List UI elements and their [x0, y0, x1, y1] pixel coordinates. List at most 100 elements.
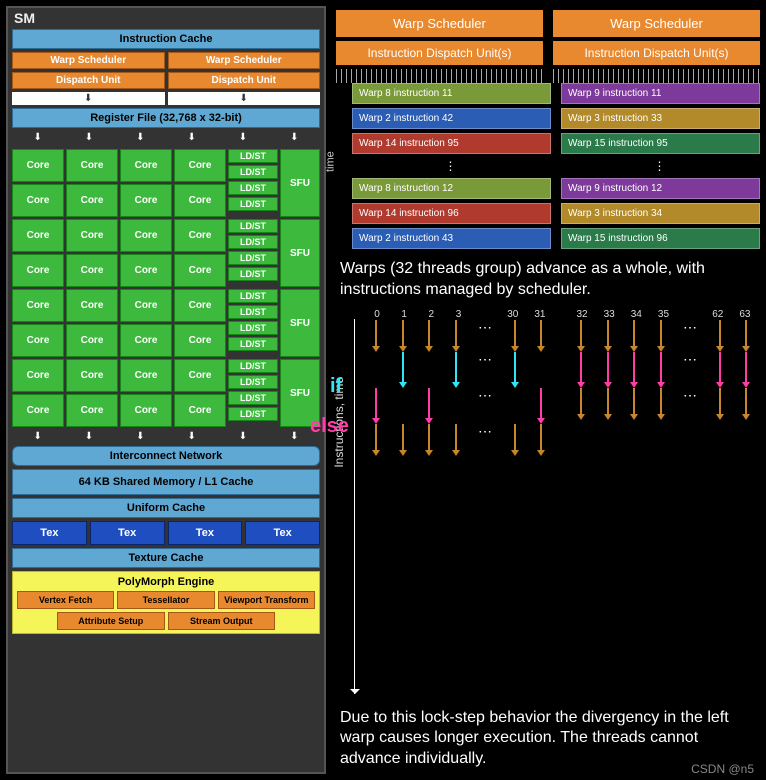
core-cell: Core: [12, 219, 64, 252]
core-cell: Core: [120, 359, 172, 392]
arrow-icon: ⬇: [168, 92, 321, 105]
ellipsis: ⋯: [681, 352, 699, 388]
warp-scheduler-diagram: Warp Scheduler Instruction Dispatch Unit…: [336, 10, 760, 83]
instruction-bar: Warp 15 instruction 95: [561, 133, 760, 154]
core-cell: Core: [66, 219, 118, 252]
instruction-bar: Warp 2 instruction 42: [352, 108, 551, 129]
thread-arrow: [423, 424, 435, 456]
ldst-cell: LD/ST: [228, 219, 278, 233]
ldst-cell: LD/ST: [228, 321, 278, 335]
time-axis: [354, 319, 355, 694]
instruction-bar: Warp 14 instruction 96: [352, 203, 551, 224]
polymorph-engine: PolyMorph Engine Vertex Fetch Tessellato…: [12, 571, 320, 634]
arrow-icon: ⬇: [217, 430, 268, 443]
instruction-stream: time Warp 8 instruction 11Warp 2 instruc…: [336, 83, 760, 249]
thread-arrow: [628, 352, 640, 388]
core-cell: Core: [66, 289, 118, 322]
wsched-dispatch: Instruction Dispatch Unit(s): [553, 41, 760, 65]
polymorph-title: PolyMorph Engine: [17, 575, 315, 589]
thread-arrow: [397, 320, 409, 352]
arrow-icon: ⬇: [115, 430, 166, 443]
ldst-cell: LD/ST: [228, 375, 278, 389]
instruction-bar: Warp 15 instruction 96: [561, 228, 760, 249]
core-cell: Core: [120, 289, 172, 322]
texture-cache: Texture Cache: [12, 548, 320, 568]
thread-arrow: [450, 424, 462, 456]
thread-arrow: [655, 352, 667, 388]
instruction-bar: Warp 3 instruction 34: [561, 203, 760, 224]
instruction-bar: Warp 9 instruction 12: [561, 178, 760, 199]
thread-arrow: [370, 424, 382, 456]
instruction-cache: Instruction Cache: [12, 29, 320, 49]
lane-number: 2: [424, 309, 438, 320]
arrow-icon: ⬇: [217, 131, 268, 144]
ldst-cell: LD/ST: [228, 251, 278, 265]
thread-arrow: [575, 320, 587, 352]
lane-number: [684, 309, 698, 320]
thread-arrow: [535, 424, 547, 456]
instruction-bar: Warp 8 instruction 12: [352, 178, 551, 199]
thread-arrow: [714, 352, 726, 388]
sfu-cell: SFU: [280, 219, 320, 287]
thread-arrow: [714, 320, 726, 352]
tex-unit: Tex: [90, 521, 165, 545]
lane-number: 35: [656, 309, 670, 320]
lane-number: 34: [629, 309, 643, 320]
instruction-bar: Warp 2 instruction 43: [352, 228, 551, 249]
thread-arrow: [575, 388, 587, 420]
thread-arrow: [535, 320, 547, 352]
register-file: Register File (32,768 x 32-bit): [12, 108, 320, 128]
thread-arrow: [370, 388, 382, 424]
lane-number: 31: [533, 309, 547, 320]
pm-tessellator: Tessellator: [117, 591, 214, 609]
core-cell: Core: [174, 359, 226, 392]
core-grid: CoreCoreCoreCoreCoreCoreCoreCoreLD/STLD/…: [12, 147, 320, 427]
arrow-icon: ⬇: [63, 430, 114, 443]
ellipsis: ⋯: [681, 388, 699, 420]
core-cell: Core: [12, 289, 64, 322]
arrow-icon: ⬇: [115, 131, 166, 144]
arrow-icon: ⬇: [12, 430, 63, 443]
thread-arrow: [397, 424, 409, 456]
core-cell: Core: [120, 394, 172, 427]
wsched-header: Warp Scheduler: [553, 10, 760, 37]
thread-arrow: [423, 388, 435, 424]
ldst-cell: LD/ST: [228, 359, 278, 373]
ldst-cell: LD/ST: [228, 235, 278, 249]
sm-block: SM Instruction Cache Warp Scheduler Warp…: [6, 6, 326, 774]
tex-unit: Tex: [168, 521, 243, 545]
lane-number: 0: [370, 309, 384, 320]
thread-arrow: [655, 388, 667, 420]
wsched-header: Warp Scheduler: [336, 10, 543, 37]
ldst-cell: LD/ST: [228, 407, 278, 421]
sm-title: SM: [14, 10, 35, 26]
thread-arrow: [509, 424, 521, 456]
ellipsis: ⋮: [352, 158, 551, 174]
core-cell: Core: [120, 324, 172, 357]
ellipsis: ⋯: [476, 424, 494, 456]
arrow-icon: ⬇: [12, 131, 63, 144]
core-cell: Core: [12, 184, 64, 217]
ldst-cell: LD/ST: [228, 337, 278, 351]
thread-arrow: [740, 320, 752, 352]
thread-arrow: [740, 352, 752, 388]
thread-arrow: [509, 320, 521, 352]
core-cell: Core: [174, 254, 226, 287]
lane-number: 62: [711, 309, 725, 320]
lane-number: 33: [602, 309, 616, 320]
lane-number: [479, 309, 493, 320]
core-cell: Core: [174, 324, 226, 357]
core-cell: Core: [12, 359, 64, 392]
shared-memory: 64 KB Shared Memory / L1 Cache: [12, 469, 320, 495]
dispatch-ticks: [553, 69, 760, 83]
lane-number: 63: [738, 309, 752, 320]
core-cell: Core: [120, 184, 172, 217]
ldst-cell: LD/ST: [228, 305, 278, 319]
core-cell: Core: [12, 324, 64, 357]
ellipsis: ⋯: [681, 320, 699, 352]
core-cell: Core: [66, 184, 118, 217]
thread-arrow: [628, 320, 640, 352]
pm-attribute: Attribute Setup: [57, 612, 165, 630]
ldst-cell: LD/ST: [228, 165, 278, 179]
core-cell: Core: [174, 289, 226, 322]
